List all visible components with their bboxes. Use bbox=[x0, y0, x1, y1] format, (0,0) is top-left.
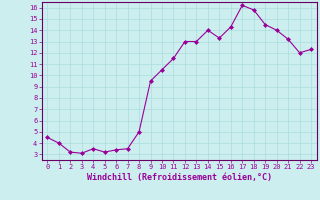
X-axis label: Windchill (Refroidissement éolien,°C): Windchill (Refroidissement éolien,°C) bbox=[87, 173, 272, 182]
